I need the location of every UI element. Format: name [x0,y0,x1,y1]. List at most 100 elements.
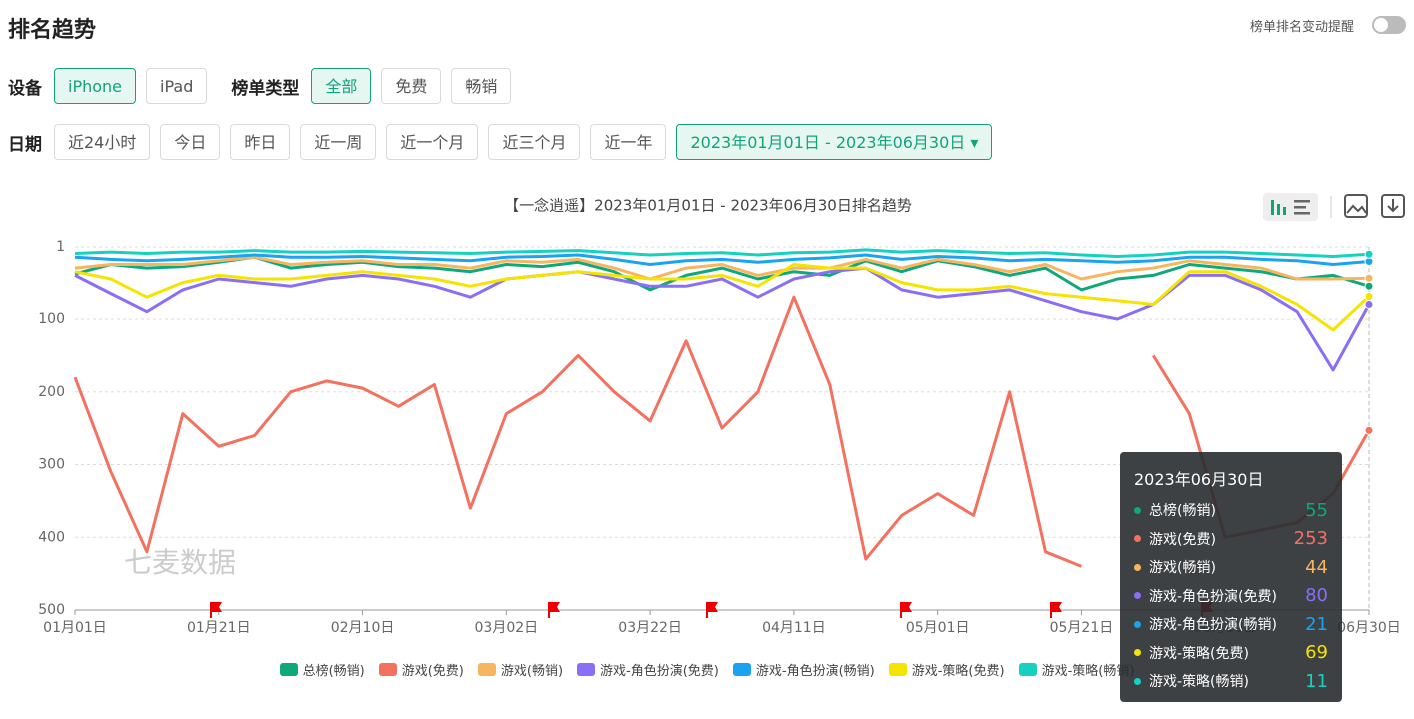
tooltip-name: 游戏-策略(畅销) [1149,674,1249,691]
y-tick-label: 300 [38,457,65,473]
tooltip-title: 2023年06月30日 [1134,470,1264,489]
legend-item[interactable]: 游戏(畅销) [477,660,564,679]
series-line [74,263,1371,332]
tooltip-value: 21 [1305,613,1328,635]
tooltip-dot [1134,535,1141,543]
legend-item[interactable]: 游戏-角色扮演(畅销) [732,660,875,679]
date-button[interactable]: 近一年 [590,124,667,160]
point-marker [1364,249,1374,259]
filter-label: 日期 [8,134,42,155]
legend-item[interactable]: 游戏-策略(免费) [888,660,1005,679]
chart-title: 【一念逍遥】2023年01月01日 - 2023年06月30日排名趋势 [504,197,912,215]
date-button[interactable]: 近24小时 [54,124,151,160]
legend-item[interactable]: 游戏-策略(畅销) [1018,660,1135,679]
tooltip-name: 游戏-角色扮演(畅销) [1149,617,1277,634]
tooltip-name: 游戏(免费) [1149,531,1216,548]
device-button[interactable]: iPhone [54,68,137,104]
date-button[interactable]: 近一个月 [386,124,479,160]
point-marker [1364,299,1374,309]
type-button[interactable]: 全部 [311,68,372,104]
type-button[interactable]: 免费 [381,68,442,104]
legend-label: 游戏-策略(畅销) [1041,664,1135,679]
toggle[interactable] [1372,16,1406,34]
series-line [74,255,1370,292]
date-range-picker[interactable]: 2023年01月01日 - 2023年06月30日 ▾ [676,124,993,160]
tooltip-dot [1134,649,1141,657]
x-tick-label: 04月11日 [762,620,826,636]
y-tick-label: 100 [38,311,65,327]
date-range: 2023年01月01日 - 2023年06月30日 [690,133,966,152]
tooltip-row: 游戏-角色扮演(畅销) 21 [1134,610,1328,639]
legend: 总榜(畅销) 游戏(免费) 游戏(畅销) 游戏-角色扮演(免费) 游戏-角色扮演(畅销)… [0,660,1414,679]
y-tick-label: 500 [38,602,65,618]
event-flags [210,602,1213,618]
x-tick-label: 05月21日 [1050,620,1114,636]
tooltip-row: 游戏(畅销) 44 [1134,553,1328,582]
tooltip-row: 游戏-角色扮演(免费) 80 [1134,582,1328,611]
tooltip-name: 游戏-角色扮演(免费) [1149,588,1277,605]
point-marker [1364,425,1374,435]
tooltip-name: 总榜(畅销) [1149,503,1216,520]
legend-item[interactable]: 游戏-角色扮演(免费) [577,660,719,679]
point-marker [1364,273,1374,283]
legend-label: 总榜(畅销) [302,664,365,679]
legend-swatch [888,663,907,676]
tooltip-name: 游戏(畅销) [1149,560,1216,577]
date-row: 日期 近24小时 今日 昨日 近一周 近一个月 近三个月 近一年 2023年01… [8,124,1002,160]
tooltip-value: 44 [1305,556,1328,578]
date-button[interactable]: 昨日 [230,124,291,160]
filter-label: 设备 [8,78,42,99]
y-tick-label: 200 [38,384,65,400]
tooltip-row: 游戏-策略(畅销) 11 [1134,667,1328,696]
tooltip-value: 80 [1305,585,1328,607]
tooltip-row: 总榜(畅销) 55 [1134,496,1328,525]
tooltip-value: 253 [1293,528,1328,550]
series-line [74,248,1370,258]
tooltip-dot [1134,592,1141,600]
date-button[interactable]: 近一周 [300,124,377,160]
series-line [74,255,1370,281]
tooltip-dot [1134,677,1141,685]
toggle-label: 榜单排名变动提醒 [1249,20,1354,35]
type-button[interactable]: 畅销 [451,68,512,104]
x-tick-label: 03月02日 [475,620,539,636]
legend-label: 游戏(畅销) [500,664,564,679]
tooltip-value: 11 [1305,670,1328,692]
tooltip-value: 69 [1305,642,1328,664]
filter-row: 设备 iPhone iPad 榜单类型 全部 免费 畅销 [8,68,521,104]
legend-swatch [477,663,496,676]
page-title: 排名趋势 [8,18,97,43]
tooltip-row: 游戏-策略(免费) 69 [1134,639,1328,668]
x-tick-label: 01月01日 [43,620,107,636]
legend-swatch [378,663,397,676]
legend-item[interactable]: 游戏(免费) [378,660,464,679]
tooltip-rows: 总榜(畅销) 55 游戏(免费) 253 游戏(畅销) 44 游戏-角色扮演(免费) 80 游戏… [1134,496,1328,696]
point-marker [1364,291,1374,301]
tooltip: 2023年06月30日 总榜(畅销) 55 游戏(免费) 253 游戏(畅销) 44 游戏-… [1120,452,1342,702]
date-button[interactable]: 今日 [160,124,221,160]
y-tick-label: 400 [38,529,65,545]
x-tick-label: 02月10日 [331,620,395,636]
legend-swatch [732,663,751,676]
y-tick-label: 1 [56,239,65,255]
x-tick-label: 01月21日 [187,620,251,636]
legend-item[interactable]: 总榜(畅销) [279,660,365,679]
legend-label: 游戏-角色扮演(畅销) [755,664,875,679]
legend-label: 游戏-策略(免费) [911,664,1005,679]
legend-swatch [279,663,298,676]
device-button[interactable]: iPad [146,68,208,104]
chart-tools[interactable] [1263,193,1405,221]
tooltip-name: 游戏-策略(免费) [1149,645,1249,662]
x-tick-label: 06月30日 [1337,620,1401,636]
filter-label: 榜单类型 [231,78,300,99]
legend-swatch [577,663,596,676]
date-button[interactable]: 近三个月 [488,124,581,160]
tooltip-dot [1134,506,1141,514]
legend-label: 游戏-角色扮演(免费) [600,664,719,679]
tooltip-row: 游戏(免费) 253 [1134,525,1328,554]
tooltip-dot [1134,620,1141,628]
legend-swatch [1018,663,1037,676]
x-tick-label: 03月22日 [618,620,682,636]
point-marker [1364,281,1374,291]
